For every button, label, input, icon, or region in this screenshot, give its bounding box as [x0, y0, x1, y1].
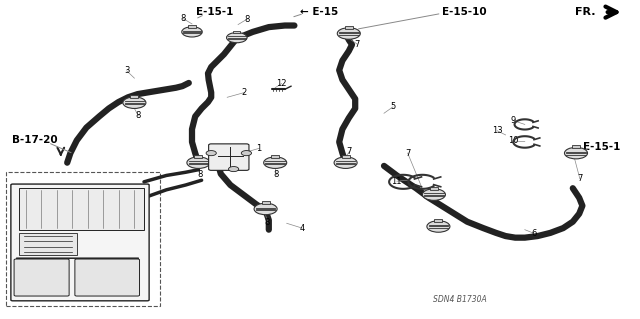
Circle shape	[264, 157, 287, 168]
Text: 8: 8	[244, 15, 250, 24]
Text: 12: 12	[276, 79, 287, 88]
Bar	[6, 172, 160, 306]
Bar	[195, 155, 202, 158]
FancyBboxPatch shape	[14, 259, 69, 296]
Circle shape	[228, 167, 239, 172]
Bar	[572, 145, 580, 148]
Text: 4: 4	[300, 224, 305, 233]
Text: 1: 1	[257, 144, 262, 153]
Bar	[262, 201, 269, 204]
FancyBboxPatch shape	[11, 184, 149, 301]
Text: E-15-1: E-15-1	[196, 7, 233, 17]
Text: 8: 8	[265, 218, 270, 227]
Bar	[233, 31, 241, 33]
Circle shape	[254, 203, 277, 215]
Bar	[19, 233, 77, 255]
Text: 8: 8	[180, 14, 186, 23]
Circle shape	[123, 97, 146, 108]
Circle shape	[227, 33, 247, 43]
Circle shape	[422, 189, 445, 200]
Text: 2: 2	[242, 88, 247, 97]
Text: 6: 6	[532, 229, 537, 238]
Text: 10: 10	[508, 137, 518, 145]
Bar	[342, 155, 349, 158]
Text: 7: 7	[405, 149, 410, 158]
Bar	[188, 25, 196, 27]
Circle shape	[206, 151, 216, 156]
Text: SDN4 B1730A: SDN4 B1730A	[433, 295, 486, 304]
FancyBboxPatch shape	[209, 144, 249, 170]
Text: B-17-20: B-17-20	[12, 135, 58, 145]
Text: 13: 13	[492, 126, 502, 135]
Text: 11: 11	[392, 177, 402, 186]
Text: 7: 7	[577, 174, 582, 183]
Bar	[271, 155, 279, 158]
Text: 7: 7	[347, 147, 352, 156]
Bar	[19, 188, 144, 230]
Text: 9: 9	[511, 116, 516, 125]
Text: 8: 8	[197, 170, 202, 179]
Text: E-15-1: E-15-1	[583, 142, 620, 152]
Bar	[435, 219, 442, 222]
Circle shape	[182, 27, 202, 37]
Circle shape	[564, 147, 588, 159]
Circle shape	[334, 157, 357, 168]
Circle shape	[427, 221, 450, 232]
Text: 3: 3	[124, 66, 129, 75]
Text: 7: 7	[355, 40, 360, 48]
Bar	[131, 95, 138, 98]
Text: E-15-10: E-15-10	[442, 7, 486, 17]
Circle shape	[337, 28, 360, 39]
Circle shape	[241, 151, 252, 156]
Text: ← E-15: ← E-15	[300, 7, 338, 17]
Bar	[345, 26, 353, 29]
Text: 8: 8	[274, 170, 279, 179]
Text: 5: 5	[390, 102, 396, 111]
Text: FR.: FR.	[575, 7, 596, 17]
Bar	[430, 187, 438, 190]
FancyBboxPatch shape	[75, 259, 140, 296]
Text: 8: 8	[136, 111, 141, 120]
Circle shape	[187, 157, 210, 168]
